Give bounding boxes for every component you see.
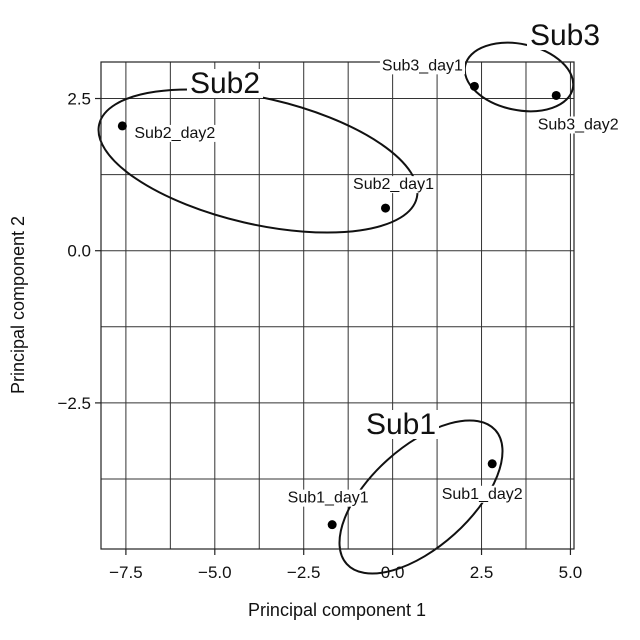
point-sub3-day2 — [552, 91, 561, 100]
point-label: Sub2_day1 — [353, 176, 434, 193]
group-label-sub2: Sub2 — [190, 67, 260, 100]
x-axis-title: Principal component 1 — [248, 600, 426, 620]
y-tick-label: 2.5 — [67, 90, 91, 109]
group-ellipses — [85, 33, 580, 601]
point-sub2-day2 — [118, 121, 127, 130]
x-tick-label: 2.5 — [470, 563, 494, 582]
x-tick-labels: −7.5 −5.0 −2.5 0.0 2.5 5.0 — [109, 549, 582, 582]
x-tick-label: 0.0 — [381, 563, 405, 582]
data-points — [118, 82, 561, 529]
point-sub3-day1 — [470, 82, 479, 91]
point-sub1-day2 — [488, 459, 497, 468]
x-tick-label: −7.5 — [109, 563, 143, 582]
point-label: Sub1_day1 — [288, 490, 369, 507]
x-tick-label: 5.0 — [559, 563, 583, 582]
group-labels: Sub1 Sub2 Sub3 — [187, 19, 603, 441]
x-tick-label: −5.0 — [198, 563, 232, 582]
point-sub2-day1 — [381, 204, 390, 213]
point-sub1-day1 — [328, 520, 337, 529]
group-label-sub3: Sub3 — [530, 19, 600, 52]
group-label-sub1: Sub1 — [366, 408, 436, 441]
y-tick-labels: −2.5 0.0 2.5 — [57, 90, 101, 413]
point-label: Sub1_day2 — [442, 486, 523, 503]
y-axis-title: Principal component 2 — [8, 216, 28, 394]
point-label: Sub3_day2 — [538, 116, 619, 133]
point-label: Sub2_day2 — [134, 125, 215, 142]
y-tick-label: 0.0 — [67, 242, 91, 261]
x-tick-label: −2.5 — [287, 563, 321, 582]
y-tick-label: −2.5 — [57, 394, 91, 413]
point-label: Sub3_day1 — [382, 57, 463, 74]
